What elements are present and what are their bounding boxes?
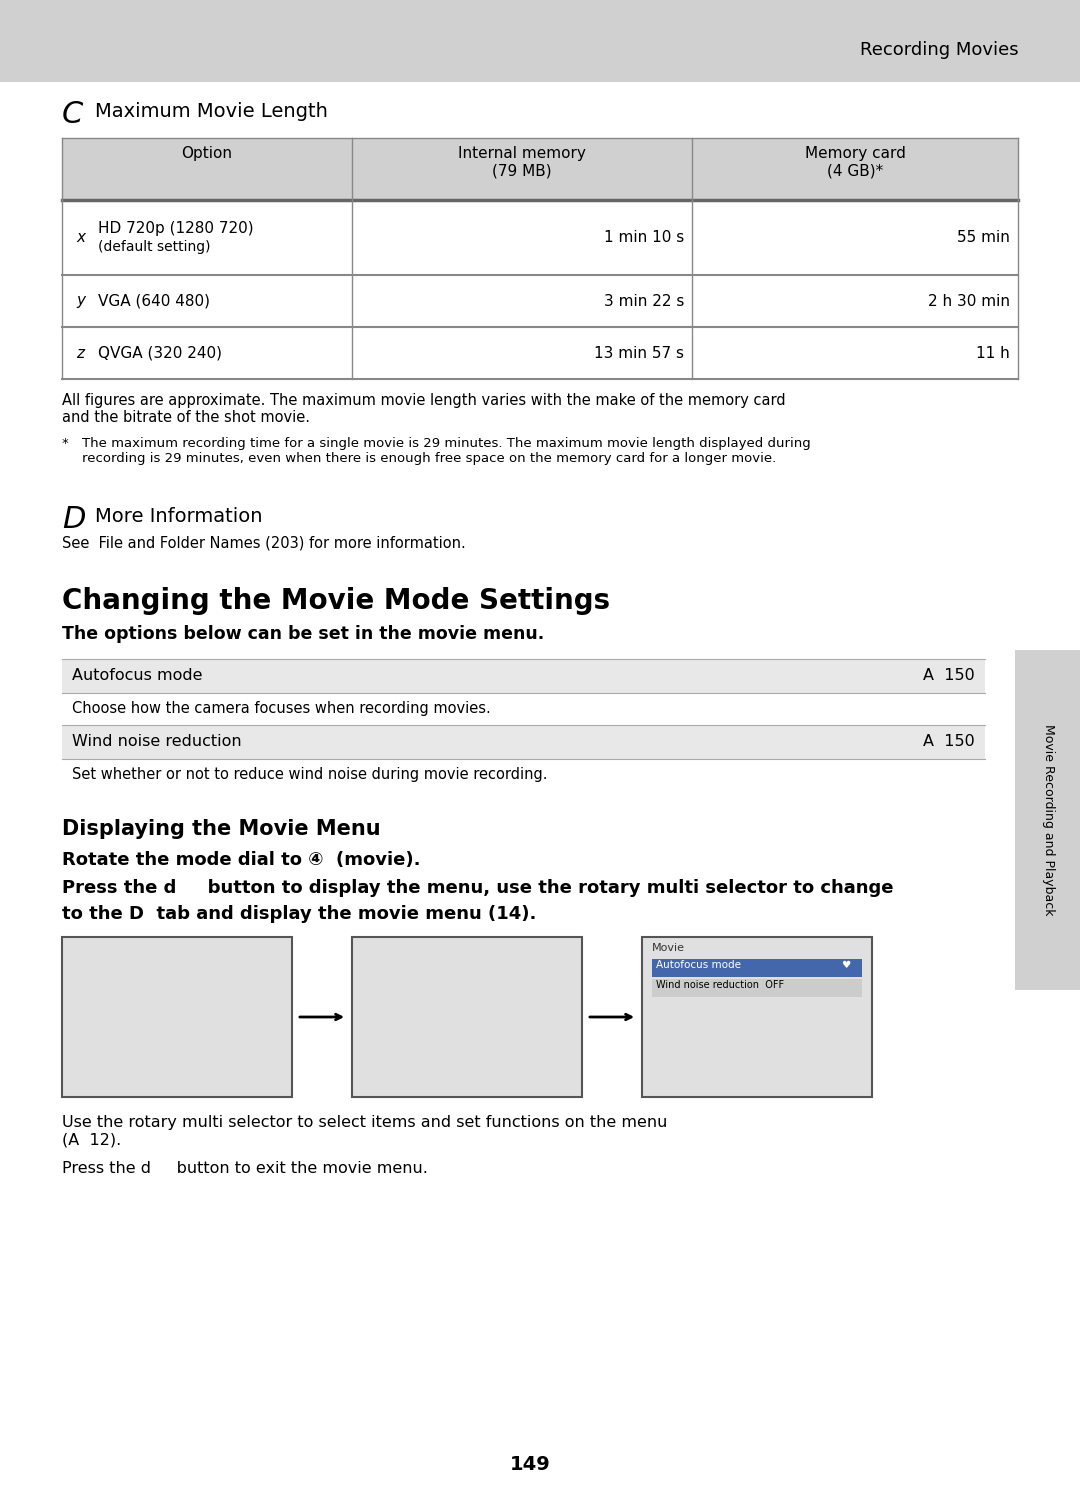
Bar <box>62 327 1018 379</box>
Bar <box>62 725 985 759</box>
Text: *: * <box>62 437 69 450</box>
Text: C: C <box>62 100 83 129</box>
Text: z: z <box>76 346 84 361</box>
Text: 3 min 22 s: 3 min 22 s <box>604 294 684 309</box>
Text: 2 h 30 min: 2 h 30 min <box>928 294 1010 309</box>
Text: A  150: A 150 <box>923 734 975 749</box>
Bar <box>62 275 1018 327</box>
Text: Press the d     button to display the menu, use the rotary multi selector to cha: Press the d button to display the menu, … <box>62 880 893 898</box>
Text: A  150: A 150 <box>923 669 975 684</box>
Bar <box>62 938 292 1097</box>
Text: 13 min 57 s: 13 min 57 s <box>594 346 684 361</box>
Text: Wind noise reduction: Wind noise reduction <box>72 734 242 749</box>
Bar <box>642 938 872 1097</box>
Bar <box>0 0 1080 82</box>
Text: (default setting): (default setting) <box>98 239 211 254</box>
Text: 1 min 10 s: 1 min 10 s <box>604 230 684 245</box>
Text: Autofocus mode: Autofocus mode <box>72 669 203 684</box>
Text: x: x <box>76 230 85 245</box>
Text: Autofocus mode: Autofocus mode <box>656 960 741 970</box>
Text: Rotate the mode dial to ④  (movie).: Rotate the mode dial to ④ (movie). <box>62 851 420 869</box>
Text: The maximum recording time for a single movie is 29 minutes. The maximum movie l: The maximum recording time for a single … <box>82 437 811 465</box>
Text: 11 h: 11 h <box>976 346 1010 361</box>
Bar <box>652 979 862 997</box>
Text: 55 min: 55 min <box>957 230 1010 245</box>
Text: ♥: ♥ <box>840 960 850 970</box>
Text: Displaying the Movie Menu: Displaying the Movie Menu <box>62 819 380 840</box>
Text: Internal memory
(79 MB): Internal memory (79 MB) <box>458 146 586 178</box>
Text: 149: 149 <box>510 1455 551 1474</box>
Text: Maximum Movie Length: Maximum Movie Length <box>95 103 328 120</box>
Text: Recording Movies: Recording Movies <box>860 42 1018 59</box>
Bar <box>62 138 1018 201</box>
Text: Movie Recording and Playback: Movie Recording and Playback <box>1041 724 1054 915</box>
Text: VGA (640 480): VGA (640 480) <box>98 294 210 309</box>
Text: Press the d     button to exit the movie menu.: Press the d button to exit the movie men… <box>62 1161 428 1175</box>
Text: QVGA (320 240): QVGA (320 240) <box>98 346 222 361</box>
Text: y: y <box>76 294 85 309</box>
Text: More Information: More Information <box>95 507 262 526</box>
Text: Use the rotary multi selector to select items and set functions on the menu
(A  : Use the rotary multi selector to select … <box>62 1114 667 1147</box>
Text: Changing the Movie Mode Settings: Changing the Movie Mode Settings <box>62 587 610 615</box>
Text: All figures are approximate. The maximum movie length varies with the make of th: All figures are approximate. The maximum… <box>62 392 785 425</box>
Bar <box>62 938 292 1097</box>
Bar <box>352 938 582 1097</box>
Text: Option: Option <box>181 146 232 160</box>
Bar <box>62 759 985 791</box>
Bar <box>62 692 985 725</box>
Bar <box>1015 649 1080 990</box>
Bar <box>352 938 582 1097</box>
Bar <box>652 958 862 976</box>
Text: Movie: Movie <box>652 944 685 953</box>
Text: Set whether or not to reduce wind noise during movie recording.: Set whether or not to reduce wind noise … <box>72 767 548 783</box>
Text: Memory card
(4 GB)*: Memory card (4 GB)* <box>805 146 905 178</box>
Bar <box>642 938 872 1097</box>
Text: The options below can be set in the movie menu.: The options below can be set in the movi… <box>62 626 544 643</box>
Text: HD 720p (1280 720): HD 720p (1280 720) <box>98 221 254 236</box>
Text: to the D  tab and display the movie menu (14).: to the D tab and display the movie menu … <box>62 905 537 923</box>
Bar <box>62 658 985 692</box>
Bar <box>62 201 1018 275</box>
Text: See  File and Folder Names (203) for more information.: See File and Folder Names (203) for more… <box>62 535 465 550</box>
Text: D: D <box>62 505 85 533</box>
Text: Choose how the camera focuses when recording movies.: Choose how the camera focuses when recor… <box>72 701 490 716</box>
Text: Wind noise reduction  OFF: Wind noise reduction OFF <box>656 979 784 990</box>
